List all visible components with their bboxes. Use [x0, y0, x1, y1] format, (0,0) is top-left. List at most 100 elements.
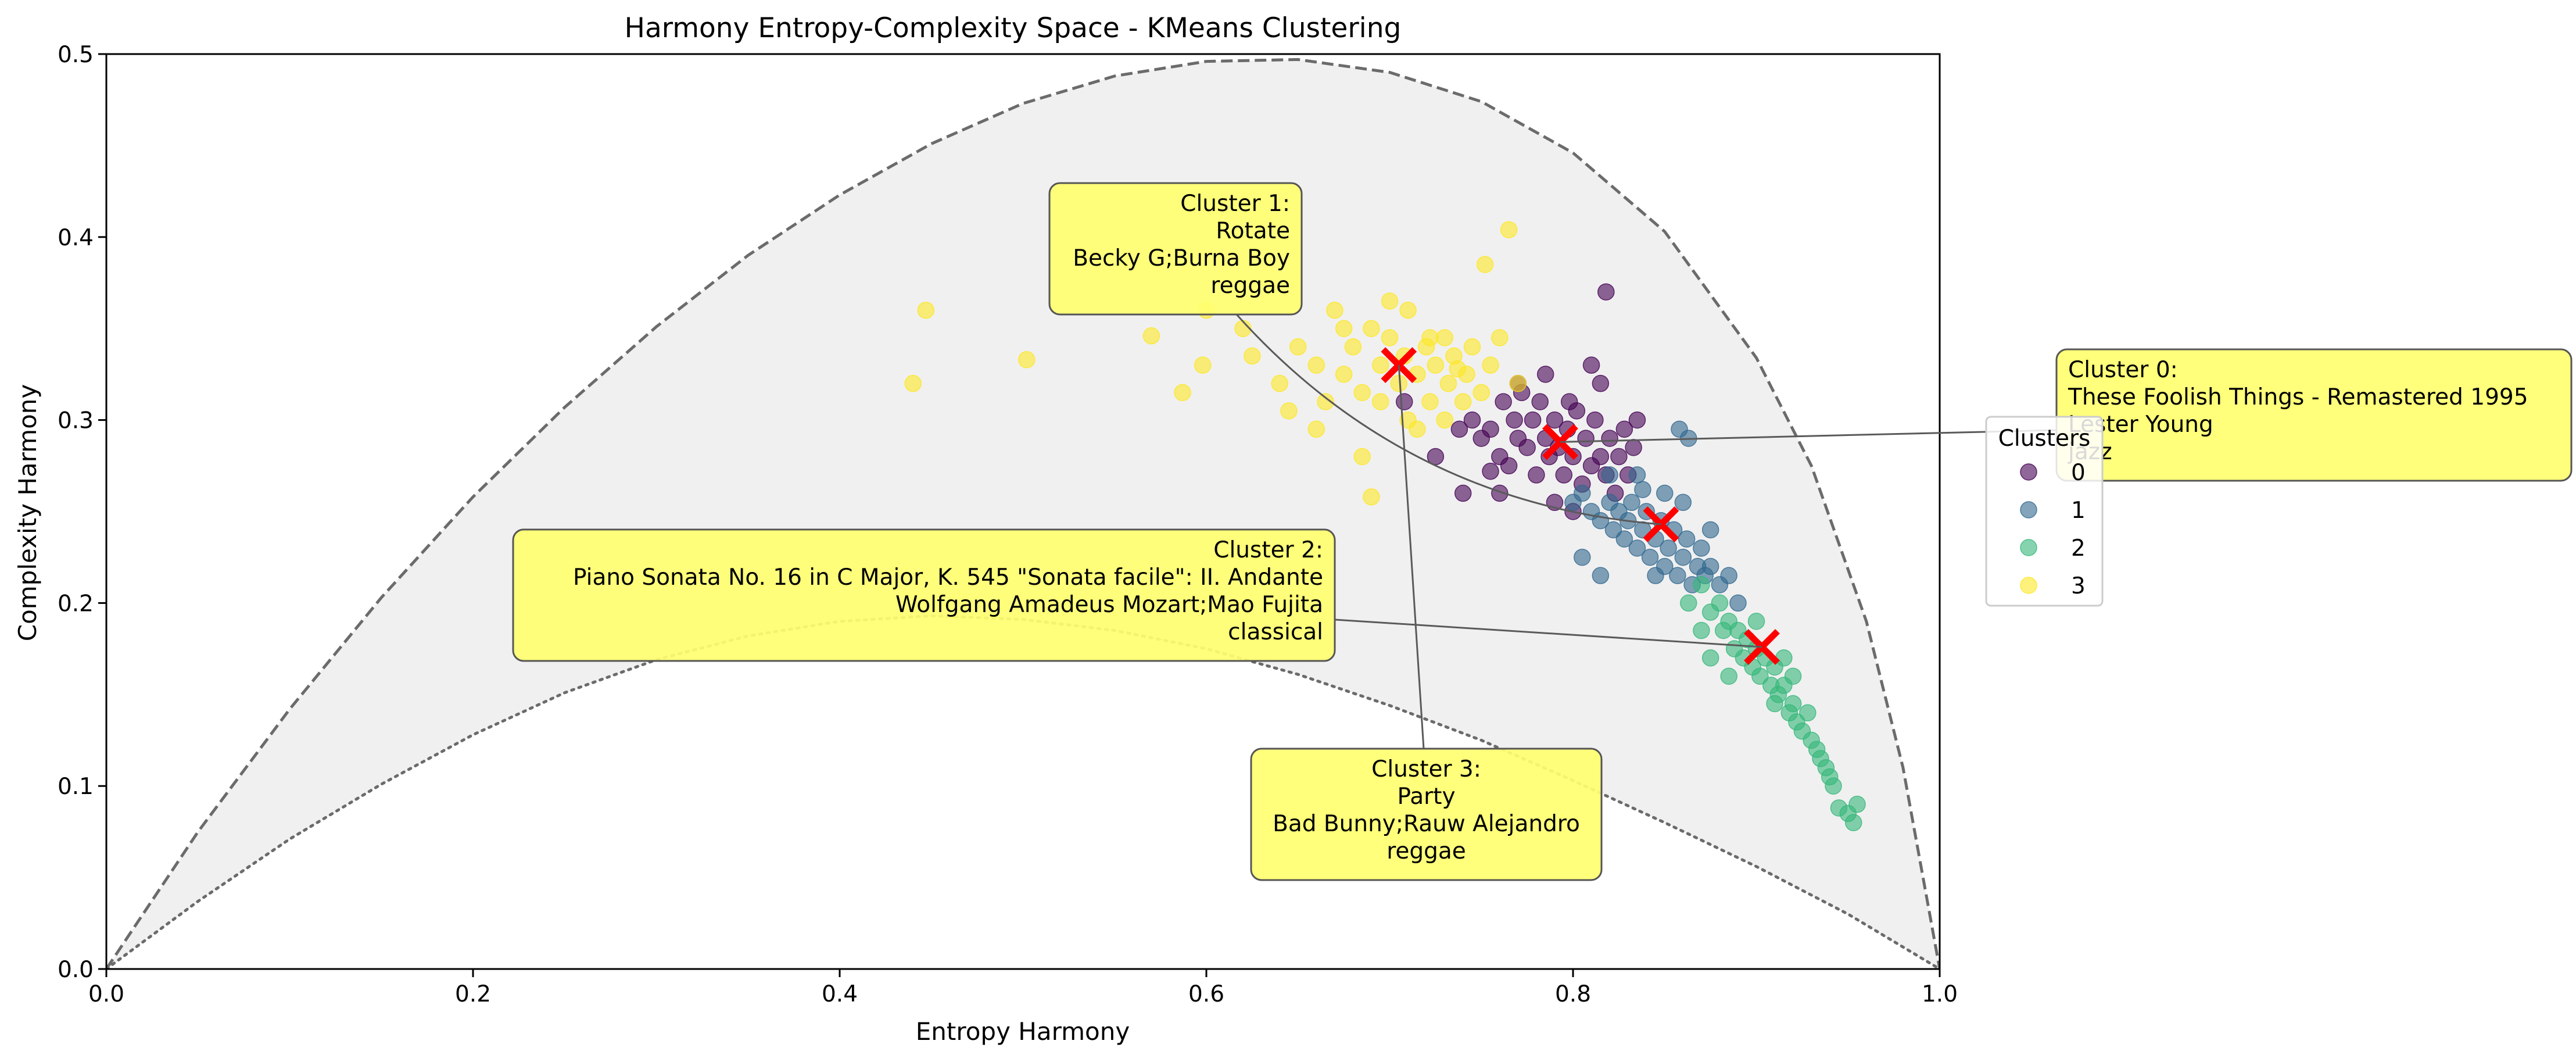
- y-tick-label: 0.1: [58, 774, 94, 800]
- data-point: [1656, 484, 1674, 502]
- data-point: [1625, 439, 1642, 456]
- data-point: [1307, 420, 1325, 438]
- data-point: [1500, 221, 1518, 238]
- y-axis-label: Complexity Harmony: [13, 384, 42, 642]
- annotation-connector: [1334, 618, 1762, 648]
- data-point: [1500, 457, 1518, 475]
- x-tick-label: 0.8: [1555, 981, 1591, 1007]
- data-point: [1531, 393, 1549, 410]
- data-point: [1555, 466, 1572, 484]
- y-tick-label: 0.5: [58, 42, 94, 68]
- data-point: [1825, 777, 1842, 795]
- data-point: [1317, 393, 1334, 410]
- data-point: [1615, 420, 1633, 438]
- x-tick-label: 0.4: [822, 981, 858, 1007]
- data-point: [1623, 494, 1640, 512]
- y-tick-label: 0.3: [58, 408, 94, 434]
- data-point: [1174, 384, 1191, 402]
- data-point: [1574, 548, 1591, 566]
- data-point: [1747, 613, 1765, 630]
- data-point: [1574, 484, 1591, 502]
- data-point: [1289, 338, 1307, 356]
- annotation-connector: [1398, 365, 1425, 749]
- data-point: [1751, 667, 1769, 685]
- data-point: [1784, 667, 1802, 685]
- legend-label: 0: [2071, 460, 2086, 486]
- legend-label: 3: [2071, 573, 2086, 599]
- annotation-box: [1250, 748, 1603, 881]
- annotation-text: Cluster 3: Party Bad Bunny;Rauw Alejandro r…: [1273, 756, 1580, 864]
- data-point: [1604, 521, 1622, 539]
- data-point: [1491, 329, 1509, 346]
- legend-marker: [2020, 501, 2037, 519]
- data-point: [1601, 466, 1618, 484]
- legend-marker: [2020, 539, 2037, 556]
- annotation-text: Cluster 2: Piano Sonata No. 16 in C Major…: [573, 537, 1323, 645]
- y-tick-label: 0.4: [58, 225, 94, 251]
- legend-label: 2: [2071, 535, 2086, 562]
- x-tick-label: 0.0: [88, 981, 124, 1007]
- data-point: [1775, 649, 1793, 667]
- data-point: [1711, 594, 1729, 612]
- data-point: [1592, 567, 1610, 584]
- data-point: [1363, 488, 1380, 506]
- data-point: [1271, 374, 1288, 392]
- annotation-box: [512, 528, 1336, 662]
- annotation-cluster-0: Cluster 0: These Foolish Things - Remaste…: [1560, 348, 2573, 482]
- data-point: [1427, 356, 1445, 374]
- data-point: [1476, 256, 1494, 273]
- data-point: [1194, 356, 1212, 374]
- axes-frame: [105, 53, 1941, 970]
- data-point: [1524, 411, 1542, 429]
- data-point: [1381, 292, 1399, 310]
- data-point: [1449, 360, 1466, 378]
- data-point: [904, 374, 922, 392]
- data-point: [1766, 695, 1783, 713]
- data-point: [1784, 695, 1802, 713]
- data-point: [1641, 548, 1659, 566]
- data-point: [1560, 393, 1578, 410]
- data-point: [1506, 411, 1523, 429]
- data-point: [1628, 411, 1646, 429]
- data-point: [1395, 393, 1413, 410]
- data-point: [1536, 366, 1554, 383]
- data-point: [1482, 462, 1499, 480]
- annotation-cluster-3: Cluster 3: Party Bad Bunny;Rauw Alejandro r…: [1250, 365, 1603, 881]
- data-point: [1353, 448, 1371, 466]
- annotation-box: [1048, 182, 1303, 316]
- data-point: [1693, 576, 1710, 593]
- data-point: [1844, 814, 1862, 831]
- annotation-text: Cluster 1: Rotate Becky G;Burna Boy reggae: [1073, 191, 1290, 299]
- data-point: [1463, 411, 1481, 429]
- data-point: [1371, 356, 1389, 374]
- data-point: [1586, 411, 1604, 429]
- data-point: [1678, 530, 1696, 548]
- data-point: [1472, 384, 1490, 402]
- data-point: [1720, 667, 1737, 685]
- x-tick-label: 0.6: [1188, 981, 1224, 1007]
- upper-boundary-curve: [106, 58, 1940, 969]
- data-point: [1421, 329, 1439, 346]
- data-point: [1509, 374, 1527, 392]
- data-point: [1647, 567, 1664, 584]
- data-point: [1436, 329, 1453, 346]
- data-point: [1326, 301, 1343, 319]
- data-point: [1439, 374, 1457, 392]
- data-point: [1597, 283, 1615, 301]
- data-point: [1528, 466, 1545, 484]
- data-point: [1436, 411, 1453, 429]
- data-point: [1495, 393, 1512, 410]
- data-point: [1482, 420, 1499, 438]
- data-point: [1592, 448, 1610, 466]
- data-point: [1615, 530, 1633, 548]
- annotation-box: [2055, 348, 2573, 482]
- data-point: [1335, 320, 1353, 337]
- data-point: [1601, 430, 1618, 447]
- legend-marker: [2020, 577, 2037, 594]
- data-point: [1799, 704, 1817, 722]
- data-point: [1701, 649, 1719, 667]
- plot-data-layer: [106, 58, 1940, 969]
- data-point: [1409, 420, 1426, 438]
- data-point: [1628, 539, 1646, 557]
